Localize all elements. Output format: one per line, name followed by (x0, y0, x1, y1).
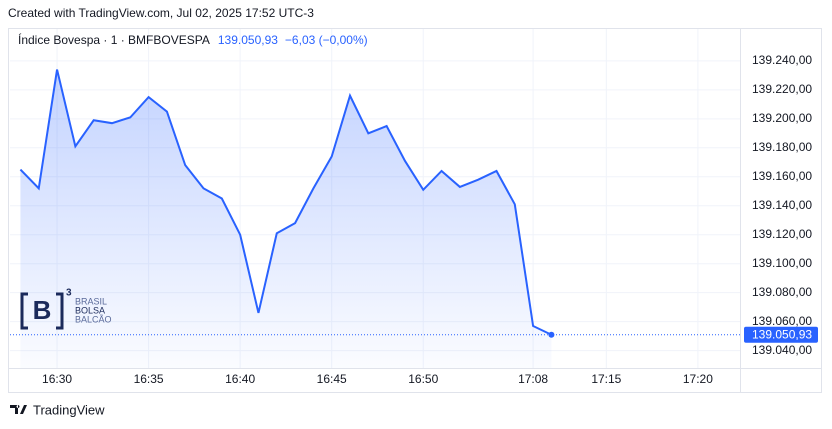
y-tick-label: 139.220,00 (752, 82, 812, 96)
area (20, 69, 552, 368)
price-tag (744, 326, 818, 343)
x-tick-label: 16:35 (134, 372, 164, 386)
created: Created with TradingView.com, Jul 02, 20… (8, 6, 314, 20)
y-tick-label: 139.040,00 (752, 343, 812, 357)
last-point (548, 331, 555, 338)
logo-line: BALCÃO (75, 314, 112, 324)
price-tag-label: 139.050,93 (752, 327, 812, 341)
y-tick-label: 139.180,00 (752, 140, 812, 154)
x-tick-label: 16:50 (408, 372, 438, 386)
frame (8, 28, 822, 393)
y-tick-label: 139.240,00 (752, 53, 812, 67)
price: 139.050,93 (218, 33, 278, 47)
x-tick-label: 16:30 (42, 372, 72, 386)
logo-sup: 3 (66, 288, 72, 299)
y-tick-label: 139.140,00 (752, 198, 812, 212)
x-tick-label: 16:45 (317, 372, 347, 386)
logo-line: BRASIL (75, 296, 107, 306)
footer-logo: TradingView (10, 402, 105, 417)
y-tick-label: 139.100,00 (752, 256, 812, 270)
x-tick-label: 17:15 (591, 372, 621, 386)
change: −6,03 (−0,00%) (285, 33, 368, 47)
y-tick-label: 139.060,00 (752, 314, 812, 328)
y-tick-label: 139.080,00 (752, 285, 812, 299)
logo-mark: B (33, 295, 52, 325)
y-tick-label: 139.120,00 (752, 227, 812, 241)
x-tick-label: 16:40 (225, 372, 255, 386)
symbol: Índice Bovespa · 1 · BMFBOVESPA (18, 32, 210, 47)
line (19, 69, 552, 336)
logo: B 3 BRASIL BOLSA BALCÃO (20, 288, 112, 330)
x-tick-label: 17:08 (518, 372, 548, 386)
footer: TradingView (33, 402, 105, 417)
y-tick-label: 139.160,00 (752, 169, 812, 183)
plot (10, 29, 740, 368)
y-tick-label: 139.200,00 (752, 111, 812, 125)
logo-line: BOLSA (75, 305, 105, 315)
x-tick-label: 17:20 (683, 372, 713, 386)
